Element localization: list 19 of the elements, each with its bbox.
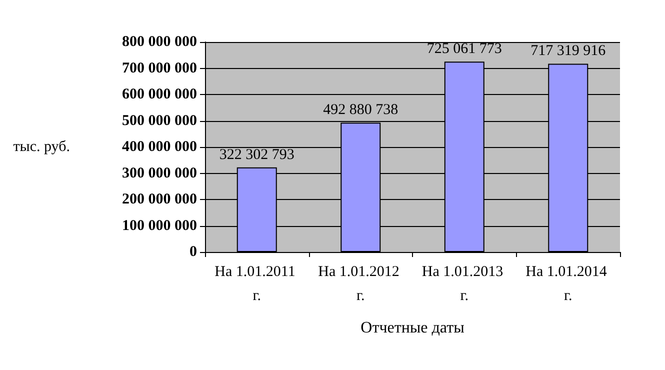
data-label: 717 319 916	[530, 43, 606, 60]
y-tick-label: 600 000 000	[122, 86, 197, 102]
data-label: 492 880 738	[323, 102, 398, 118]
y-tick-label: 300 000 000	[122, 165, 197, 182]
y-tick-label: 700 000 000	[122, 60, 197, 76]
x-tick-label: На 1.01.2011 г.	[214, 264, 300, 304]
y-tick-label: 400 000 000	[122, 139, 197, 155]
y-tick-label: 500 000 000	[122, 112, 197, 129]
y-tick-label: 200 000 000	[122, 192, 197, 208]
x-axis-title: Отчетные даты	[360, 320, 465, 336]
y-tick-label: 800 000 000	[122, 34, 197, 50]
x-tick-label: На 1.01.2012 г.	[318, 264, 404, 304]
y-tick-label: 0	[190, 244, 197, 260]
y-tick-label: 100 000 000	[122, 218, 197, 234]
x-tick-label: На 1.01.2013 г.	[422, 264, 507, 304]
x-tick-label: На 1.01.2014 г.	[526, 264, 611, 304]
data-label: 322 302 793	[219, 146, 294, 163]
y-axis-title: тыс. руб.	[13, 139, 70, 155]
data-label: 725 061 773	[426, 41, 502, 58]
